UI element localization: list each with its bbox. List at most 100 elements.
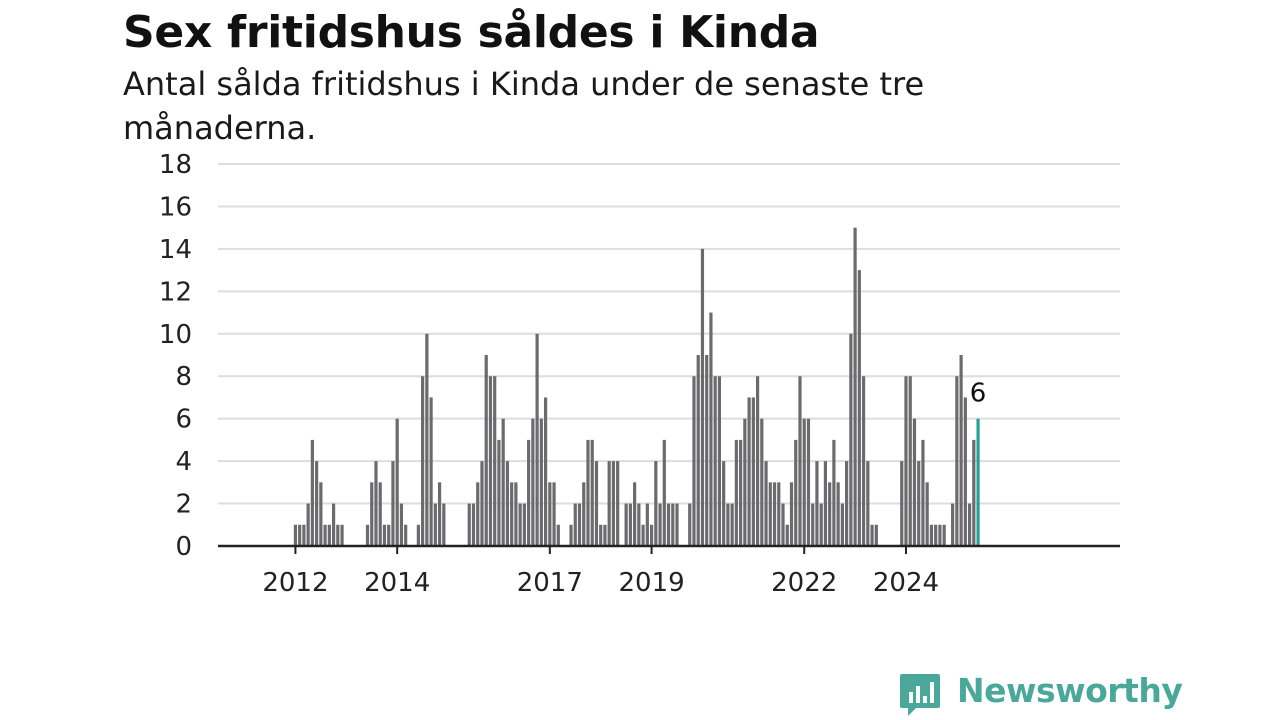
bar — [963, 397, 967, 546]
bar — [493, 376, 497, 546]
bar — [938, 524, 942, 546]
bar — [654, 461, 658, 546]
bar — [510, 482, 514, 546]
bar — [857, 270, 861, 546]
bar — [374, 461, 378, 546]
bar — [785, 524, 789, 546]
bar — [365, 524, 370, 546]
bar — [425, 333, 429, 546]
bar — [934, 524, 938, 546]
bar — [649, 524, 654, 546]
bar — [705, 355, 709, 546]
y-tick-label: 2 — [175, 490, 192, 520]
x-axis-labels: 2012 2014 2017 2019 2022 2024 — [262, 546, 939, 598]
bar — [853, 227, 857, 547]
bar — [399, 503, 404, 546]
bar — [497, 439, 501, 546]
bar — [967, 503, 972, 546]
bar — [696, 355, 700, 546]
bar — [586, 439, 590, 546]
bar — [900, 461, 904, 546]
x-tick-label: 2017 — [517, 568, 583, 598]
bar — [628, 503, 632, 546]
bar — [688, 503, 692, 546]
highlight-value-label: 6 — [970, 379, 987, 409]
bar — [764, 461, 768, 546]
bar — [633, 482, 637, 546]
bar — [624, 503, 628, 546]
bar — [768, 482, 772, 546]
bar — [777, 482, 781, 546]
bar — [603, 524, 607, 546]
y-tick-label: 4 — [175, 447, 192, 477]
bar — [726, 503, 730, 546]
x-tick-label: 2012 — [262, 568, 328, 598]
x-tick-label: 2024 — [873, 568, 939, 598]
bar — [700, 248, 705, 546]
bar — [378, 482, 382, 546]
bar — [323, 524, 327, 546]
bar — [747, 397, 751, 546]
bar — [849, 333, 853, 546]
bar — [917, 461, 921, 546]
bar — [306, 503, 310, 546]
bar-highlight — [976, 418, 980, 546]
bar — [904, 376, 908, 546]
bar — [552, 482, 556, 546]
bar — [336, 524, 340, 546]
x-tick-label: 2022 — [771, 568, 837, 598]
x-tick-label: 2014 — [364, 568, 430, 598]
bar — [514, 482, 518, 546]
bar — [666, 503, 671, 546]
bar — [819, 503, 823, 546]
bar — [471, 503, 476, 546]
bar — [293, 524, 298, 546]
bar — [310, 439, 314, 546]
bar — [722, 461, 726, 546]
bar — [531, 418, 535, 546]
bar — [480, 461, 484, 546]
bar — [327, 524, 331, 546]
bar — [488, 376, 493, 546]
bar — [772, 482, 777, 546]
bar — [476, 482, 480, 546]
bar — [437, 482, 442, 546]
bar — [573, 503, 577, 546]
y-tick-label: 6 — [175, 405, 192, 435]
bar — [429, 397, 433, 546]
bar — [955, 376, 959, 546]
bar — [861, 376, 866, 546]
bar — [467, 503, 471, 546]
bar — [866, 461, 870, 546]
bar — [755, 376, 760, 546]
bar — [382, 524, 387, 546]
bar — [582, 482, 586, 546]
bar — [522, 503, 526, 546]
bar — [442, 503, 446, 546]
y-tick-label: 10 — [159, 320, 192, 350]
bar — [556, 524, 560, 546]
bar — [543, 397, 548, 546]
bar — [569, 524, 573, 546]
x-tick-label: 2019 — [618, 568, 684, 598]
bar — [662, 439, 666, 546]
bar — [548, 482, 552, 546]
bar — [501, 418, 505, 546]
bar — [743, 418, 747, 546]
bar — [590, 439, 594, 546]
bar — [781, 503, 785, 546]
bar — [671, 503, 675, 546]
y-tick-label: 18 — [159, 150, 192, 180]
bar — [645, 503, 649, 546]
bar — [611, 461, 616, 546]
bar — [811, 503, 815, 546]
bar — [951, 503, 955, 546]
y-tick-label: 8 — [175, 362, 192, 392]
bar — [760, 418, 764, 546]
bar — [416, 524, 420, 546]
y-axis-labels: 0 2 4 6 8 10 12 14 16 18 — [159, 150, 192, 562]
bar — [319, 482, 323, 546]
bar — [823, 461, 828, 546]
bar — [675, 503, 679, 546]
bar — [840, 503, 844, 546]
